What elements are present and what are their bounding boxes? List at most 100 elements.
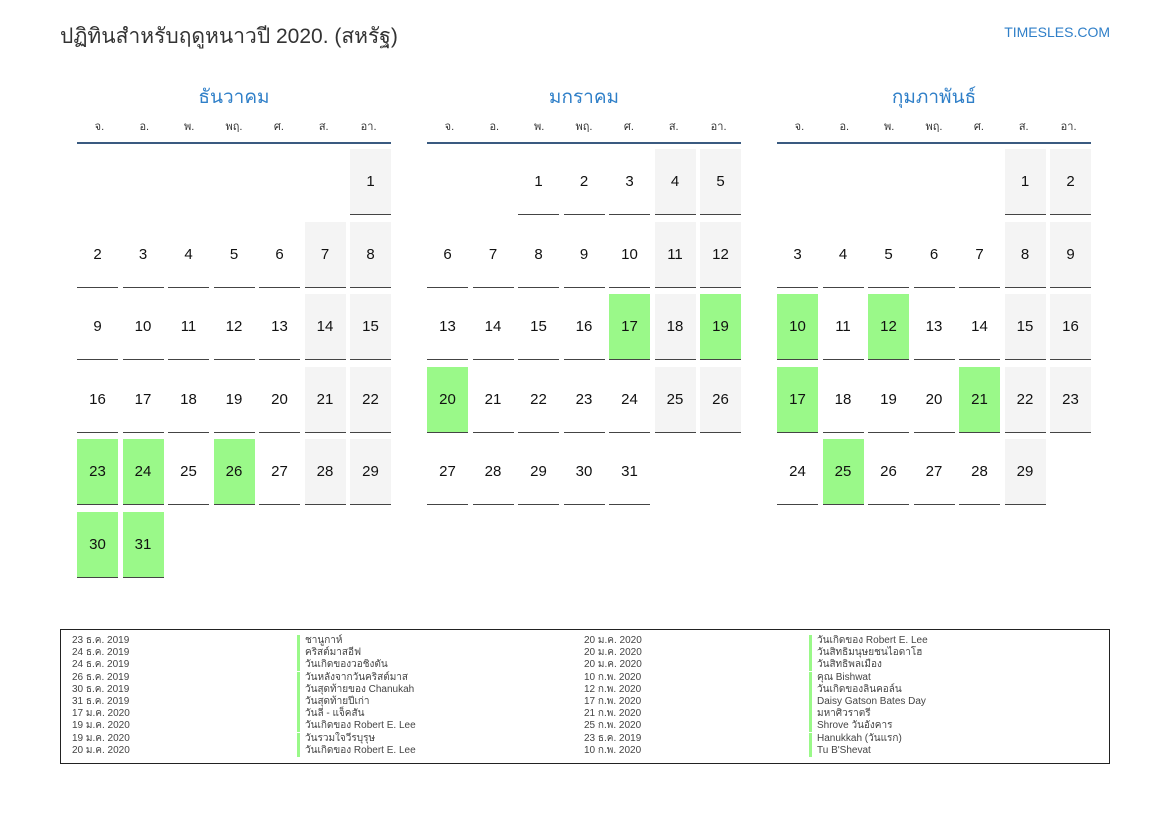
day-cell[interactable]: 16	[77, 367, 118, 433]
day-cell[interactable]: 29	[350, 439, 391, 505]
day-cell[interactable]: 18	[168, 367, 209, 433]
day-cell[interactable]: 6	[259, 222, 300, 288]
day-cell[interactable]: 8	[518, 222, 559, 288]
day-cell[interactable]: 4	[654, 149, 696, 215]
weekday-label: ศ.	[623, 121, 634, 133]
holiday-day-cell[interactable]: 10	[777, 294, 818, 360]
day-cell[interactable]: 4	[822, 222, 864, 288]
holiday-day-cell[interactable]: 31	[122, 511, 164, 578]
day-cell[interactable]: 14	[959, 294, 1000, 360]
day-cell[interactable]: 5	[700, 149, 741, 215]
day-cell[interactable]: 28	[304, 439, 346, 505]
day-cell[interactable]: 7	[959, 222, 1000, 288]
day-cell[interactable]: 11	[654, 221, 696, 288]
day-cell[interactable]: 22	[518, 367, 559, 433]
day-cell[interactable]: 27	[259, 439, 300, 505]
legend-date: 23 ธ.ค. 2019	[584, 732, 642, 744]
day-cell[interactable]: 18	[654, 294, 696, 360]
day-cell[interactable]: 8	[1004, 221, 1046, 288]
day-cell[interactable]: 4	[168, 222, 209, 288]
day-cell[interactable]: 15	[350, 294, 391, 360]
day-cell[interactable]: 25	[168, 439, 209, 505]
day-cell[interactable]: 26	[868, 439, 909, 505]
day-cell[interactable]: 22	[1004, 366, 1046, 433]
holiday-day-cell[interactable]: 23	[77, 439, 118, 505]
day-cell[interactable]: 7	[304, 221, 346, 288]
day-cell[interactable]: 27	[427, 439, 468, 505]
day-cell[interactable]: 11	[168, 294, 209, 360]
day-cell[interactable]: 15	[1004, 294, 1046, 360]
day-cell[interactable]: 19	[868, 367, 909, 433]
holiday-day-cell[interactable]: 19	[700, 294, 741, 360]
day-cell[interactable]: 31	[609, 439, 650, 505]
day-cell[interactable]: 3	[122, 222, 164, 288]
holiday-day-cell[interactable]: 17	[609, 294, 650, 360]
legend-date: 25 ก.พ. 2020	[584, 720, 642, 732]
day-cell[interactable]: 1	[518, 149, 559, 215]
day-cell[interactable]: 2	[77, 222, 118, 288]
day-cell[interactable]: 18	[822, 367, 864, 433]
day-cell[interactable]: 10	[609, 222, 650, 288]
day-cell[interactable]: 17	[122, 367, 164, 433]
day-cell[interactable]: 16	[563, 294, 605, 360]
holiday-day-cell[interactable]: 26	[213, 439, 255, 505]
day-cell[interactable]: 21	[304, 366, 346, 433]
day-cell[interactable]: 25	[654, 366, 696, 433]
day-cell[interactable]: 29	[518, 439, 559, 505]
holiday-day-cell[interactable]: 17	[777, 366, 818, 433]
legend-holiday-name: วันสิทธิมนุษยชนไอดาโฮ	[809, 647, 922, 660]
day-cell[interactable]: 2	[563, 149, 605, 215]
day-cell[interactable]: 12	[700, 221, 741, 288]
day-cell[interactable]: 8	[350, 221, 391, 288]
holiday-day-cell[interactable]: 25	[822, 439, 864, 505]
day-cell[interactable]: 13	[259, 294, 300, 360]
holiday-day-cell[interactable]: 12	[868, 294, 909, 360]
day-cell[interactable]: 16	[1050, 294, 1091, 360]
day-cell[interactable]: 21	[472, 367, 514, 433]
day-cell[interactable]: 13	[913, 294, 955, 360]
day-cell[interactable]: 9	[1050, 221, 1091, 288]
day-cell[interactable]: 10	[122, 294, 164, 360]
day-cell[interactable]: 30	[563, 439, 605, 505]
day-cell[interactable]: 28	[959, 439, 1000, 505]
day-cell[interactable]: 9	[563, 222, 605, 288]
day-cell[interactable]: 19	[213, 367, 255, 433]
day-cell[interactable]: 14	[472, 294, 514, 360]
day-cell[interactable]: 3	[609, 149, 650, 215]
day-cell[interactable]: 14	[304, 294, 346, 360]
day-cell[interactable]: 13	[427, 294, 468, 360]
day-cell[interactable]: 20	[259, 367, 300, 433]
day-cell[interactable]: 28	[472, 439, 514, 505]
day-cell[interactable]: 2	[1050, 149, 1091, 215]
legend-date: 26 ธ.ค. 2019	[72, 671, 130, 683]
day-cell[interactable]: 11	[822, 294, 864, 360]
day-cell[interactable]: 24	[777, 439, 818, 505]
legend-date: 17 ก.พ. 2020	[584, 696, 642, 707]
day-cell[interactable]: 15	[518, 294, 559, 360]
day-cell[interactable]: 23	[1050, 366, 1091, 433]
day-cell[interactable]: 1	[350, 149, 391, 215]
day-cell[interactable]: 29	[1004, 439, 1046, 505]
holiday-day-cell[interactable]: 21	[959, 366, 1000, 433]
day-cell[interactable]: 24	[609, 367, 650, 433]
day-cell[interactable]: 23	[563, 367, 605, 433]
day-cell[interactable]: 5	[213, 222, 255, 288]
day-cell[interactable]: 6	[427, 222, 468, 288]
day-cell[interactable]: 1	[1004, 149, 1046, 215]
day-cell[interactable]: 5	[868, 222, 909, 288]
holiday-day-cell[interactable]: 30	[77, 511, 118, 578]
weekday-label: อ.	[139, 121, 150, 133]
day-cell[interactable]: 27	[913, 439, 955, 505]
weekday-label: พ.	[533, 121, 545, 133]
day-cell[interactable]: 20	[913, 367, 955, 433]
site-link[interactable]: TIMESLES.COM	[1004, 24, 1110, 40]
holiday-day-cell[interactable]: 24	[122, 439, 164, 505]
day-cell[interactable]: 26	[700, 366, 741, 433]
day-cell[interactable]: 7	[472, 222, 514, 288]
holiday-day-cell[interactable]: 20	[427, 366, 468, 433]
day-cell[interactable]: 6	[913, 222, 955, 288]
day-cell[interactable]: 22	[350, 366, 391, 433]
day-cell[interactable]: 12	[213, 294, 255, 360]
day-cell[interactable]: 9	[77, 294, 118, 360]
day-cell[interactable]: 3	[777, 222, 818, 288]
